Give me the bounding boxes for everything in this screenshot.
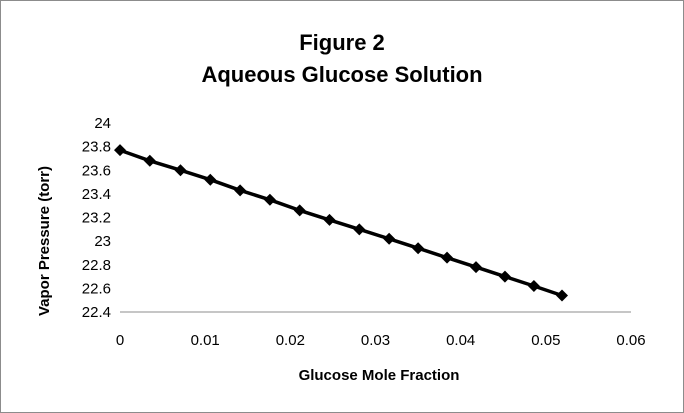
data-point-marker [353, 223, 366, 236]
y-tick-label: 22.4 [82, 304, 111, 321]
x-tick-label: 0.05 [531, 332, 560, 349]
chart-title-line2: Aqueous Glucose Solution [201, 62, 482, 87]
series-vapor-pressure [114, 144, 569, 302]
data-point-marker [383, 232, 396, 245]
data-point-marker [441, 251, 454, 264]
data-point-marker [469, 261, 482, 274]
data-point-marker [143, 154, 156, 167]
data-point-marker [234, 184, 247, 197]
x-tick-label: 0.04 [446, 332, 475, 349]
x-tick-label: 0 [116, 332, 124, 349]
data-point-marker [114, 144, 126, 157]
data-point-marker [498, 270, 511, 283]
data-point-marker [412, 242, 425, 255]
chart-title-line1: Figure 2 [299, 30, 385, 55]
data-point-marker [174, 164, 187, 177]
x-tick-label: 0.06 [616, 332, 645, 349]
x-tick-label: 0.02 [276, 332, 305, 349]
y-tick-label: 23.2 [82, 210, 111, 227]
x-axis-ticks: 0 0.01 0.02 0.03 0.04 0.05 0.06 [116, 332, 646, 349]
y-axis-ticks: 24 23.8 23.6 23.4 23.2 23 22.8 22.6 22.4 [82, 115, 111, 321]
data-point-marker [263, 193, 276, 206]
data-point-marker [293, 204, 306, 217]
y-tick-label: 23.8 [82, 139, 111, 156]
data-point-marker [323, 213, 336, 226]
y-tick-label: 24 [94, 115, 111, 132]
series-line [119, 148, 563, 298]
y-tick-label: 23.4 [82, 186, 111, 203]
data-point-marker [556, 289, 569, 302]
x-tick-label: 0.03 [361, 332, 390, 349]
y-tick-label: 22.8 [82, 257, 111, 274]
data-point-marker [527, 280, 540, 293]
y-tick-label: 23.6 [82, 162, 111, 179]
y-tick-label: 22.6 [82, 280, 111, 297]
y-tick-label: 23 [94, 233, 111, 250]
y-axis-title: Vapor Pressure (torr) [36, 166, 53, 316]
x-tick-label: 0.01 [191, 332, 220, 349]
data-point-marker [204, 173, 217, 186]
x-axis-title: Glucose Mole Fraction [299, 367, 460, 384]
